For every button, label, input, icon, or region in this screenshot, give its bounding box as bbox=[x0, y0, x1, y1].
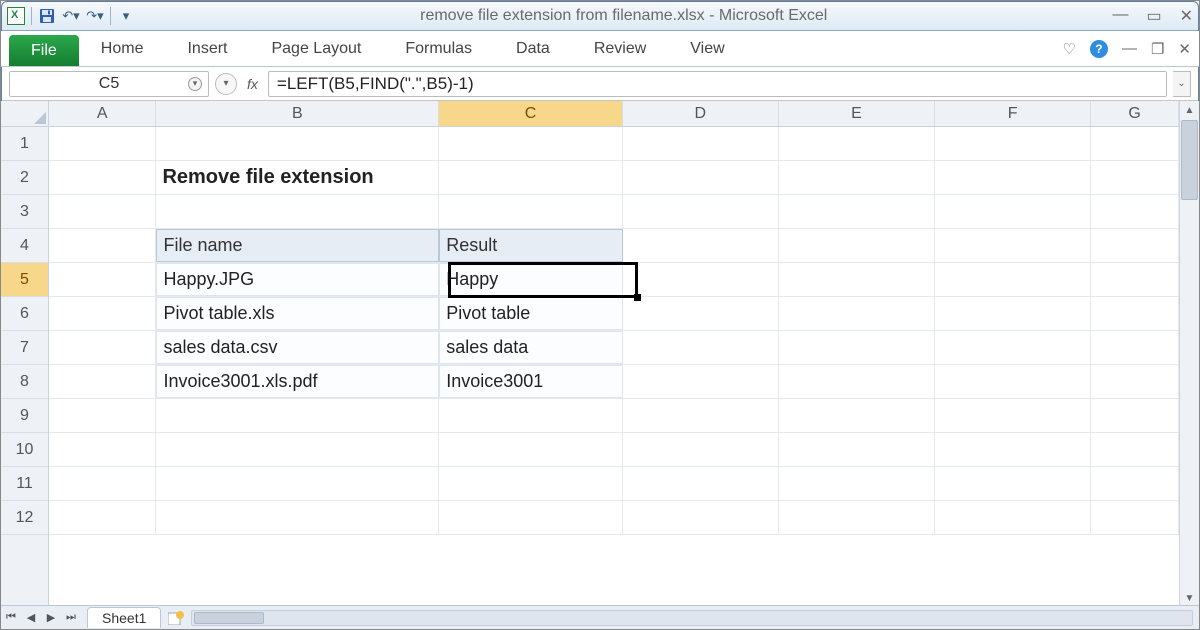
scroll-up-icon[interactable]: ▲ bbox=[1180, 101, 1199, 119]
tab-insert[interactable]: Insert bbox=[165, 31, 249, 66]
row-header[interactable]: 10 bbox=[1, 433, 48, 467]
vertical-scrollbar[interactable]: ▲ ▼ bbox=[1179, 101, 1199, 607]
row-header[interactable]: 12 bbox=[1, 501, 48, 535]
tab-review[interactable]: Review bbox=[572, 31, 668, 66]
formula-bar: C5 ▾ ▾ fx ⌄ bbox=[1, 67, 1199, 101]
qat-separator bbox=[31, 7, 32, 25]
file-tab[interactable]: File bbox=[9, 35, 79, 66]
horizontal-scrollbar[interactable] bbox=[191, 610, 1193, 626]
qat-customize-icon[interactable]: ▾ bbox=[117, 7, 135, 25]
mdi-minimize-icon[interactable]: ― bbox=[1122, 40, 1137, 57]
ribbon-minimize-icon[interactable]: ♡ bbox=[1063, 40, 1076, 58]
redo-icon[interactable]: ↷▾ bbox=[86, 7, 104, 25]
close-icon[interactable]: ✕ bbox=[1180, 6, 1193, 26]
sheet-nav-prev-icon[interactable]: ◀ bbox=[21, 611, 41, 624]
row-header[interactable]: 2 bbox=[1, 161, 48, 195]
cell-b8[interactable]: Invoice3001.xls.pdf bbox=[156, 365, 439, 398]
row-header[interactable]: 9 bbox=[1, 399, 48, 433]
window-title: remove file extension from filename.xlsx… bbox=[135, 7, 1112, 25]
help-icon[interactable]: ? bbox=[1090, 40, 1108, 58]
column-header[interactable]: F bbox=[935, 101, 1091, 126]
cell-c7[interactable]: sales data bbox=[439, 331, 622, 364]
cell-c6[interactable]: Pivot table bbox=[439, 297, 622, 330]
row-header[interactable]: 11 bbox=[1, 467, 48, 501]
row-header[interactable]: 6 bbox=[1, 297, 48, 331]
mdi-restore-icon[interactable]: ❐ bbox=[1151, 40, 1164, 58]
qat-separator bbox=[110, 7, 111, 25]
row-header[interactable]: 8 bbox=[1, 365, 48, 399]
sheet-nav-first-icon[interactable]: ⏮ bbox=[1, 611, 21, 624]
function-wizard-icon[interactable]: ▾ bbox=[215, 73, 237, 95]
column-header[interactable]: C bbox=[439, 101, 622, 126]
window-controls: ― ▭ ✕ bbox=[1112, 6, 1193, 26]
fill-handle[interactable] bbox=[634, 294, 641, 301]
column-headers: A B C D E F G bbox=[49, 101, 1179, 127]
new-sheet-icon[interactable] bbox=[167, 610, 185, 626]
sheet-tab[interactable]: Sheet1 bbox=[87, 607, 161, 628]
cell-b6[interactable]: Pivot table.xls bbox=[156, 297, 439, 330]
sheet-nav-last-icon[interactable]: ⏭ bbox=[61, 611, 81, 624]
tab-formulas[interactable]: Formulas bbox=[383, 31, 494, 66]
save-icon[interactable] bbox=[38, 7, 56, 25]
column-header[interactable]: E bbox=[779, 101, 935, 126]
formula-expand-icon[interactable]: ⌄ bbox=[1173, 71, 1191, 97]
tab-data[interactable]: Data bbox=[494, 31, 572, 66]
table-header[interactable]: File name bbox=[156, 229, 439, 262]
column-header[interactable]: D bbox=[623, 101, 779, 126]
cells[interactable]: Remove file extension File name Result H… bbox=[49, 127, 1179, 535]
fx-icon[interactable]: fx bbox=[243, 76, 262, 92]
cell-b5[interactable]: Happy.JPG bbox=[156, 263, 439, 296]
tab-page-layout[interactable]: Page Layout bbox=[249, 31, 383, 66]
ribbon-tabs: File Home Insert Page Layout Formulas Da… bbox=[1, 31, 1199, 67]
scroll-thumb[interactable] bbox=[194, 612, 264, 624]
column-header[interactable]: G bbox=[1091, 101, 1179, 126]
select-all-corner[interactable] bbox=[1, 101, 48, 127]
name-box[interactable]: C5 ▾ bbox=[9, 71, 209, 97]
column-header[interactable]: B bbox=[156, 101, 439, 126]
table-header[interactable]: Result bbox=[439, 229, 622, 262]
minimize-icon[interactable]: ― bbox=[1112, 6, 1128, 26]
column-header[interactable]: A bbox=[49, 101, 156, 126]
name-box-dropdown-icon[interactable]: ▾ bbox=[188, 77, 202, 91]
row-headers: 1 2 3 4 5 6 7 8 9 10 11 12 bbox=[1, 101, 49, 607]
sheet-title[interactable]: Remove file extension bbox=[156, 161, 439, 194]
undo-icon[interactable]: ↶▾ bbox=[62, 7, 80, 25]
row-header[interactable]: 3 bbox=[1, 195, 48, 229]
name-box-value: C5 bbox=[99, 75, 119, 93]
title-bar: ↶▾ ↷▾ ▾ remove file extension from filen… bbox=[1, 1, 1199, 31]
row-header[interactable]: 1 bbox=[1, 127, 48, 161]
excel-icon bbox=[7, 7, 25, 25]
scroll-thumb[interactable] bbox=[1181, 120, 1198, 200]
row-header[interactable]: 7 bbox=[1, 331, 48, 365]
tab-home[interactable]: Home bbox=[79, 31, 166, 66]
maximize-icon[interactable]: ▭ bbox=[1146, 6, 1161, 26]
row-header[interactable]: 5 bbox=[1, 263, 48, 297]
sheet-nav-next-icon[interactable]: ▶ bbox=[41, 611, 61, 624]
quick-access-toolbar: ↶▾ ↷▾ ▾ bbox=[7, 7, 135, 25]
mdi-close-icon[interactable]: ✕ bbox=[1178, 40, 1191, 58]
tab-view[interactable]: View bbox=[668, 31, 746, 66]
formula-input[interactable] bbox=[268, 71, 1167, 97]
cell-c5[interactable]: Happy bbox=[439, 263, 622, 296]
cell-b7[interactable]: sales data.csv bbox=[156, 331, 439, 364]
cell-c8[interactable]: Invoice3001 bbox=[439, 365, 622, 398]
worksheet-grid: 1 2 3 4 5 6 7 8 9 10 11 12 A B C D E F G… bbox=[1, 101, 1199, 607]
row-header[interactable]: 4 bbox=[1, 229, 48, 263]
sheet-tab-bar: ⏮ ◀ ▶ ⏭ Sheet1 bbox=[1, 605, 1199, 629]
